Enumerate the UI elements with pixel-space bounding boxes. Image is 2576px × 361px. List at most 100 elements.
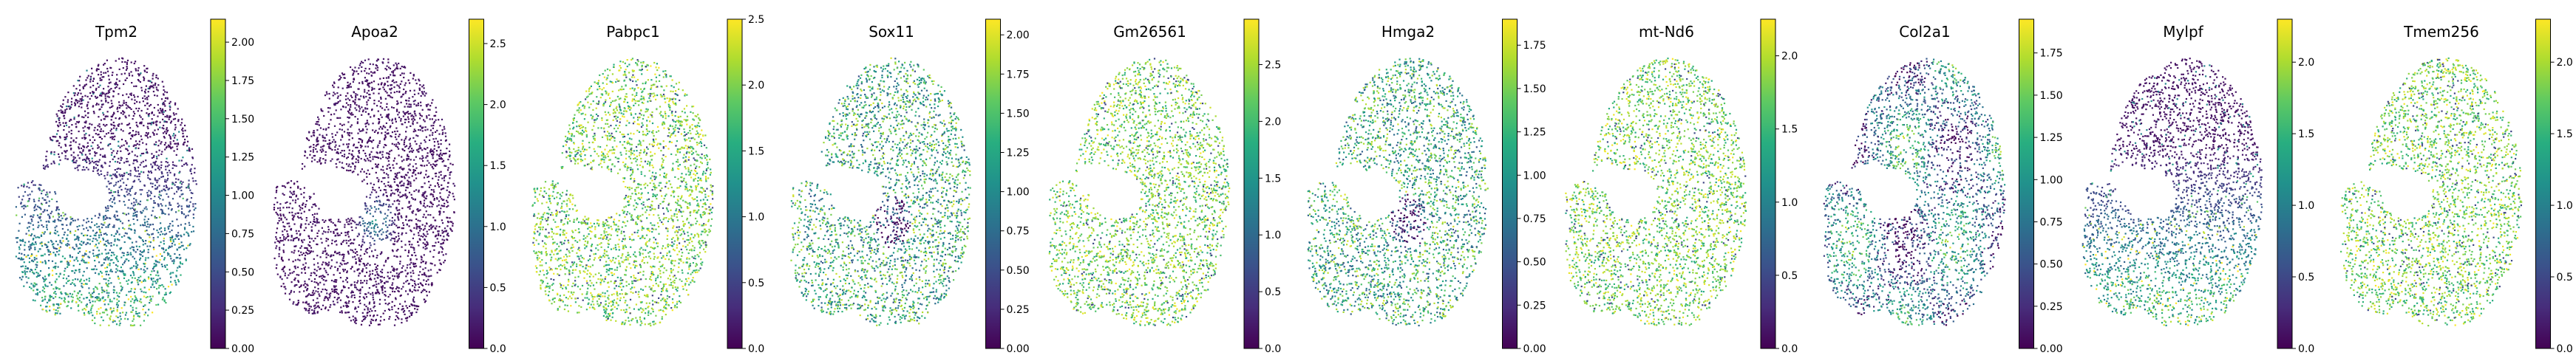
scatter-point [79, 103, 81, 105]
scatter-point [153, 269, 155, 272]
scatter-point [75, 162, 77, 164]
scatter-point [285, 288, 287, 290]
scatter-point [333, 296, 336, 298]
scatter-point [118, 300, 120, 302]
scatter-point [348, 223, 350, 225]
scatter-point [18, 230, 20, 232]
scatter-point [415, 284, 417, 286]
scatter-point [320, 109, 322, 111]
scatter-point [78, 100, 81, 103]
scatter-point [86, 283, 88, 285]
scatter-point [354, 248, 356, 250]
scatter-point [414, 198, 416, 201]
scatter-point [95, 161, 97, 163]
scatter-point [407, 307, 409, 309]
scatter-point [381, 132, 383, 134]
scatter-point [182, 157, 184, 159]
scatter-point [126, 93, 128, 95]
scatter-point [346, 295, 348, 298]
scatter-point [365, 131, 367, 134]
scatter-point [128, 145, 130, 148]
scatter-point [114, 214, 116, 216]
scatter-point [322, 150, 324, 152]
scatter-point [345, 305, 347, 307]
scatter-point [123, 213, 126, 215]
scatter-point [152, 162, 154, 164]
scatter-point [155, 124, 157, 126]
scatter-point [130, 134, 132, 137]
scatter-point [395, 288, 397, 290]
scatter-point [187, 214, 189, 216]
scatter-point [386, 199, 389, 201]
scatter-point [377, 66, 379, 69]
scatter-point [441, 247, 444, 249]
scatter-point [426, 233, 429, 235]
scatter-point [152, 268, 154, 270]
scatter-point [322, 128, 324, 131]
scatter-point [336, 261, 338, 264]
scatter-point [69, 283, 72, 285]
scatter-point [373, 227, 375, 230]
scatter-point [152, 283, 154, 285]
scatter-point [330, 119, 332, 121]
scatter-point [96, 297, 98, 300]
scatter-point [66, 278, 68, 280]
scatter-point [352, 150, 354, 152]
scatter-point [147, 80, 149, 82]
scatter-point [117, 124, 119, 126]
scatter-point [348, 117, 350, 119]
scatter-point [83, 270, 85, 273]
scatter-point [38, 236, 41, 238]
scatter-point [387, 176, 390, 179]
scatter-point [434, 114, 437, 117]
scatter-point [131, 241, 134, 244]
scatter-point [421, 158, 424, 160]
scatter-point [111, 300, 113, 303]
scatter-point [70, 307, 72, 309]
scatter-point [191, 157, 194, 159]
scatter-point [443, 126, 445, 128]
scatter-point [109, 318, 112, 320]
scatter-point [134, 211, 137, 213]
scatter-point [109, 199, 111, 202]
scatter-point [130, 288, 132, 290]
scatter-point [162, 247, 164, 250]
scatter-point [415, 143, 418, 145]
scatter-point [282, 193, 284, 195]
scatter-point [45, 202, 47, 204]
scatter-point [426, 115, 428, 117]
scatter-point [426, 117, 428, 119]
scatter-point [152, 121, 154, 123]
scatter-point [182, 193, 184, 195]
scatter-point [93, 268, 95, 270]
scatter-point [49, 233, 51, 235]
scatter-point [331, 133, 333, 135]
scatter-point [384, 90, 387, 92]
scatter-point [121, 288, 123, 290]
scatter-point [429, 148, 432, 151]
scatter-point [438, 156, 441, 158]
scatter-point [146, 233, 149, 235]
scatter-point [432, 189, 435, 191]
scatter-point [163, 300, 166, 303]
scatter-point [155, 141, 157, 143]
scatter-point [84, 114, 86, 117]
scatter-point [77, 292, 79, 294]
scatter-point [97, 147, 99, 149]
scatter-point [101, 100, 103, 102]
scatter-point [316, 281, 318, 283]
scatter-point [312, 312, 315, 314]
scatter-point [398, 142, 401, 145]
scatter-point [109, 259, 112, 261]
scatter-point [114, 125, 116, 127]
scatter-point [149, 245, 152, 247]
scatter-point [373, 131, 376, 133]
scatter-point [446, 225, 449, 227]
scatter-point [395, 175, 398, 177]
scatter-point [72, 139, 75, 142]
scatter-point [428, 181, 430, 183]
scatter-point [165, 142, 167, 144]
scatter-point [38, 291, 41, 293]
scatter-point [371, 86, 373, 89]
scatter-point [438, 269, 441, 271]
